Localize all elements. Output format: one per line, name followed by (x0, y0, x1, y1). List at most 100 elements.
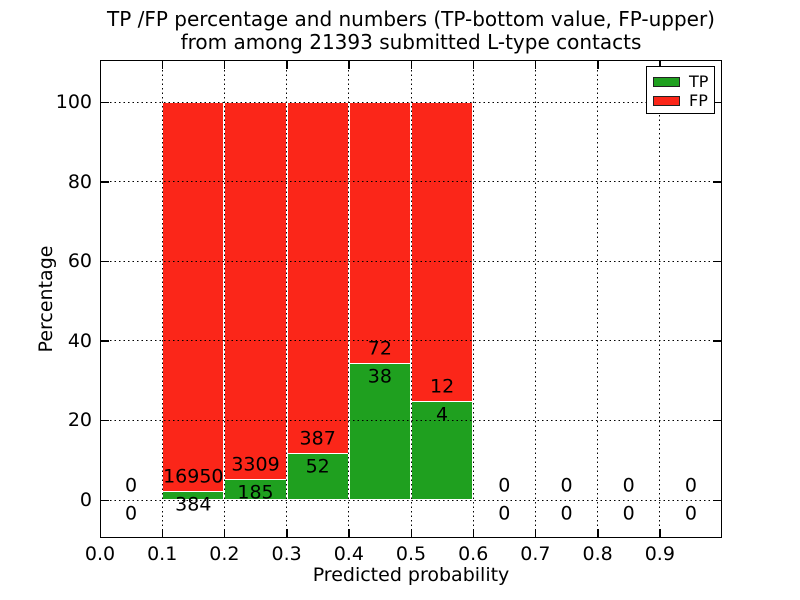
grid-line-vertical (472, 61, 474, 537)
x-tick-mark (410, 529, 412, 537)
x-tick-label: 0.8 (582, 543, 613, 565)
bar-tp-segment (286, 452, 349, 500)
y-tick-mark-right (713, 419, 721, 422)
x-tick-label: 0.7 (520, 543, 551, 565)
legend-label-fp: FP (689, 90, 708, 110)
x-tick-mark-top (161, 61, 164, 69)
x-tick-mark (223, 529, 226, 537)
grid-line-vertical (659, 61, 661, 537)
y-tick-mark-right (713, 499, 721, 501)
tp-count-label: 52 (305, 455, 330, 478)
plot-area: 0 0 16950 384 3309 185 387 52 72 38 12 4 0 0 0 0 0 0 0 0 (99, 60, 722, 538)
fp-count-label: 0 (560, 474, 573, 497)
bar-fp-segment (162, 102, 225, 492)
x-tick-mark (534, 529, 537, 537)
y-tick-mark (101, 419, 109, 422)
x-tick-mark-top (597, 61, 599, 69)
y-tick-mark (101, 340, 109, 342)
x-tick-mark-top (410, 61, 412, 69)
y-tick-mark-right (713, 340, 721, 342)
y-tick-label: 60 (67, 250, 92, 273)
grid-line-vertical (348, 61, 350, 537)
grid-line-horizontal (101, 181, 721, 183)
x-axis-label: Predicted probability (312, 564, 510, 586)
x-tick-mark-top (286, 61, 288, 69)
x-tick-mark (348, 529, 350, 537)
x-tick-label: 0.1 (147, 543, 178, 565)
tp-count-label: 4 (436, 403, 449, 425)
grid-line-vertical (286, 61, 288, 537)
x-tick-label: 0.6 (458, 543, 489, 565)
x-tick-mark (161, 529, 164, 537)
tp-count-label: 0 (560, 502, 573, 525)
tp-swatch-icon (653, 76, 680, 87)
x-tick-label: 0.2 (209, 543, 240, 565)
x-tick-label: 0.0 (84, 543, 116, 565)
chart-title-line1: TP /FP percentage and numbers (TP-bottom… (107, 7, 715, 31)
bar-tp-segment (162, 491, 225, 500)
x-tick-mark-top (348, 61, 350, 69)
x-tick-label: 0.3 (271, 543, 302, 565)
x-tick-label: 0.9 (644, 543, 675, 565)
x-tick-label: 0.5 (395, 543, 427, 565)
fp-count-label: 16950 (163, 465, 224, 488)
grid-line-horizontal (101, 340, 721, 342)
fp-count-label: 0 (125, 474, 138, 497)
fp-count-label: 3309 (231, 453, 280, 476)
fp-count-label: 12 (430, 375, 455, 397)
x-tick-mark (659, 529, 661, 537)
tp-count-label: 0 (622, 502, 635, 525)
grid-line-vertical (161, 61, 163, 537)
tp-count-label: 185 (237, 481, 274, 504)
fp-swatch-icon (653, 95, 680, 106)
chart-title: TP /FP percentage and numbers (TP-bottom… (100, 8, 722, 54)
grid-line-vertical (410, 61, 412, 537)
x-tick-label: 0.4 (333, 543, 364, 565)
fp-count-label: 0 (498, 474, 511, 497)
y-tick-label: 80 (67, 170, 92, 193)
grid-line-horizontal (101, 499, 721, 501)
bar-fp-segment (286, 102, 349, 453)
y-tick-mark (101, 181, 109, 183)
grid-line-horizontal (101, 260, 721, 262)
legend-label-tp: TP (689, 71, 709, 91)
x-tick-mark (472, 529, 475, 537)
tp-count-label: 0 (125, 502, 138, 525)
y-tick-label: 20 (67, 409, 92, 432)
x-tick-mark-top (99, 61, 101, 69)
grid-line-horizontal (101, 101, 721, 103)
bar-fp-segment (411, 102, 474, 401)
fp-count-label: 72 (367, 337, 392, 359)
fp-count-label: 0 (622, 474, 635, 497)
grid-line-horizontal (101, 419, 721, 421)
bar-fp-segment (224, 102, 287, 479)
tp-count-label: 38 (367, 365, 392, 387)
tp-count-label: 0 (498, 502, 511, 525)
y-tick-mark (101, 260, 109, 263)
y-tick-mark-right (713, 181, 721, 183)
grid-line-vertical (534, 61, 536, 537)
tp-count-label: 0 (684, 502, 697, 525)
x-tick-mark-top (223, 61, 226, 69)
x-tick-mark (99, 529, 101, 537)
y-tick-label: 100 (55, 91, 92, 113)
x-tick-mark-top (472, 61, 475, 69)
bar-fp-segment (348, 102, 411, 363)
y-tick-label: 0 (79, 489, 92, 511)
y-tick-mark-right (713, 260, 721, 263)
x-tick-mark (597, 529, 599, 537)
bar-tp-segment (224, 478, 287, 500)
chart-title-line2: from among 21393 submitted L-type contac… (180, 30, 642, 54)
grid-line-vertical (597, 61, 599, 537)
y-tick-mark-right (713, 101, 721, 103)
bar-tp-segment (348, 362, 411, 500)
y-tick-mark (101, 101, 109, 103)
y-tick-mark (101, 499, 109, 501)
legend-item-fp: FP (653, 91, 714, 110)
legend: TP FP (646, 66, 715, 114)
x-tick-mark-top (534, 61, 537, 69)
bar-tp-segment (411, 400, 474, 500)
y-tick-label: 40 (67, 329, 92, 352)
tp-count-label: 384 (175, 493, 212, 516)
